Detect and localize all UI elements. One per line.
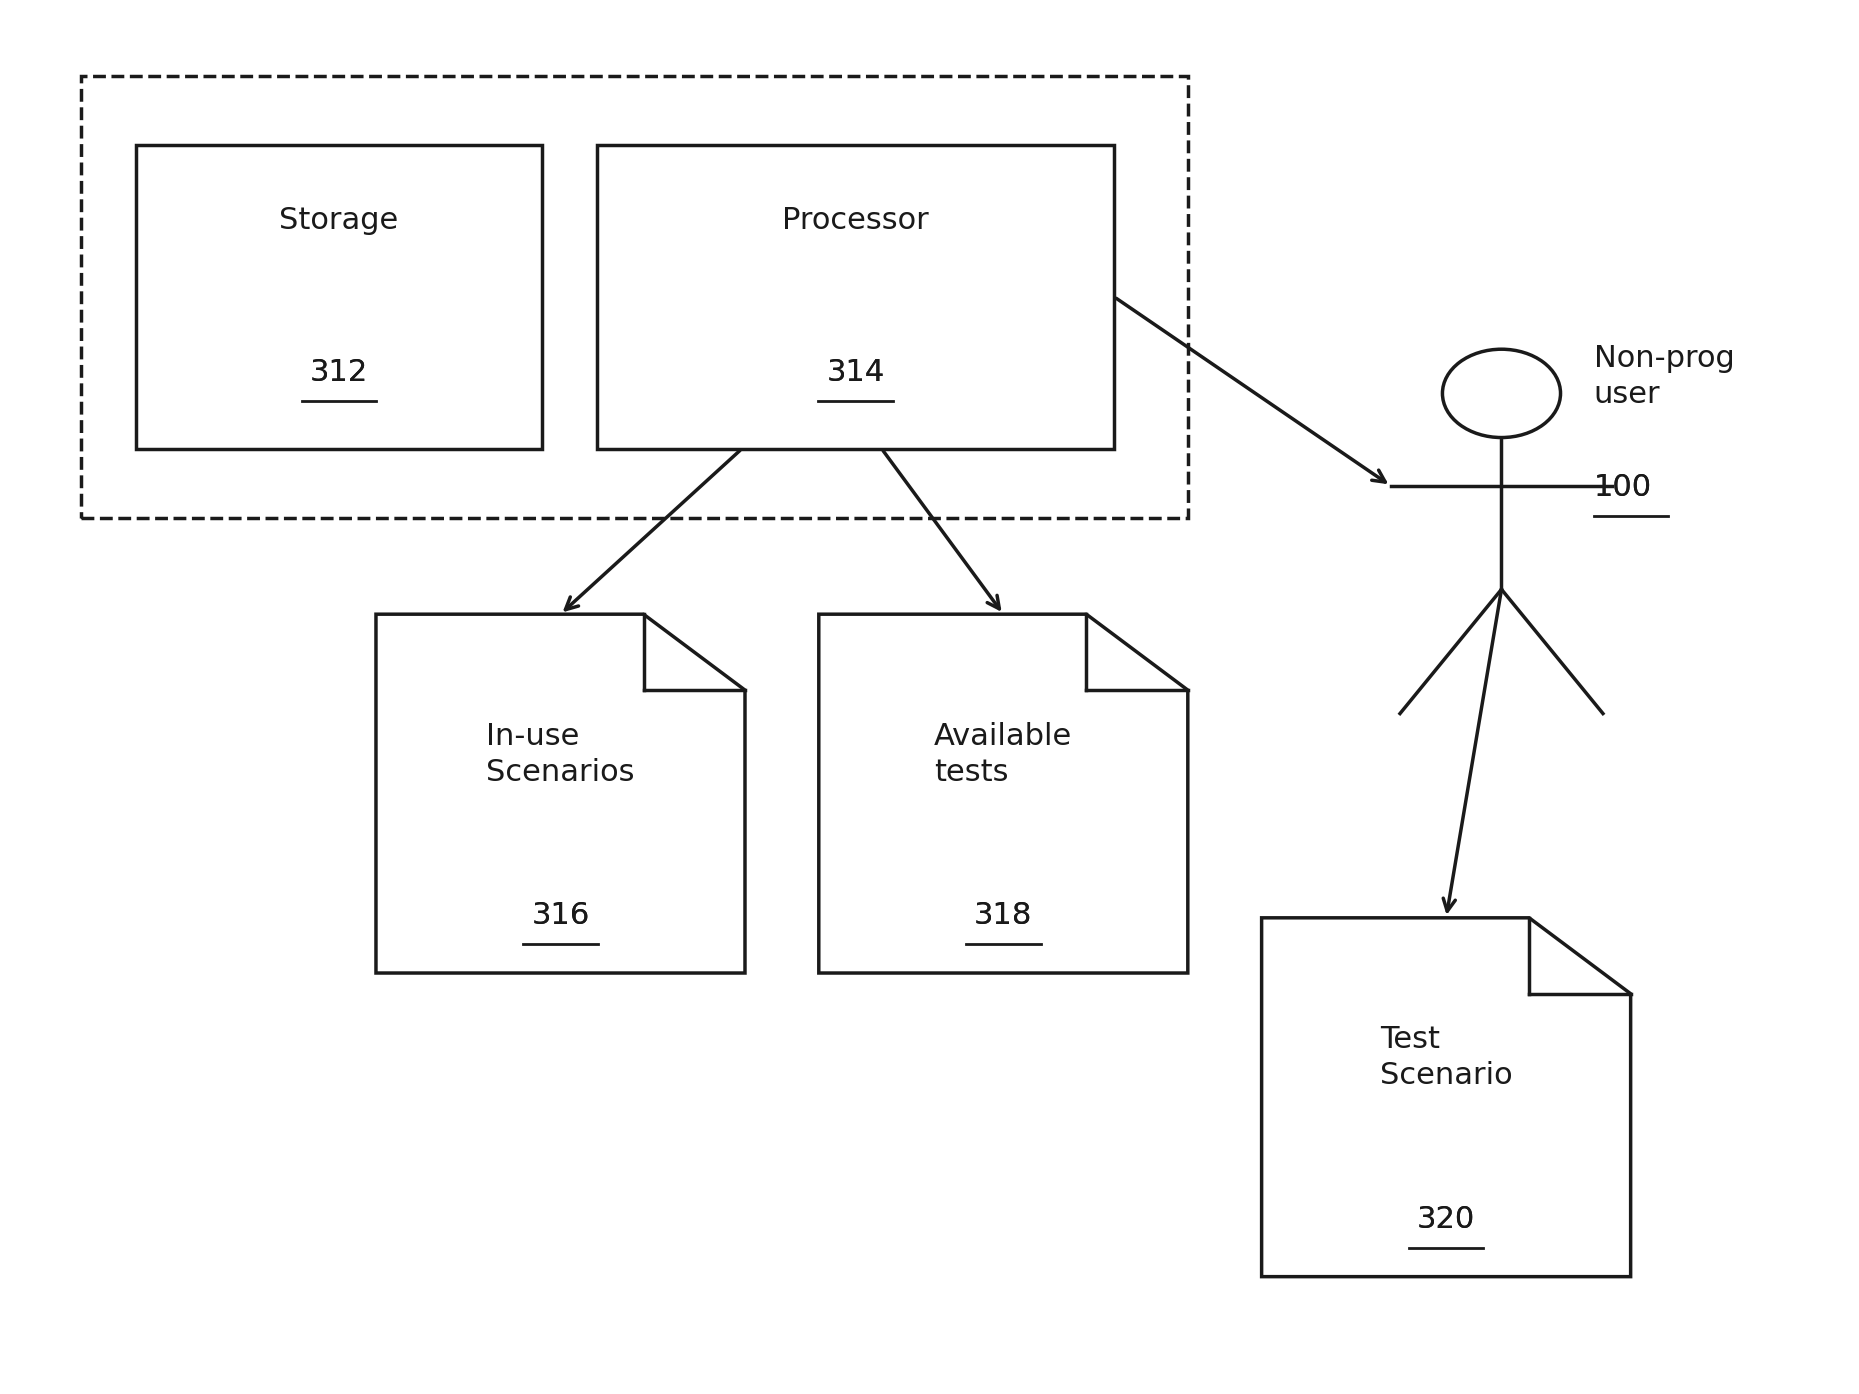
Bar: [80, 75, 1188, 517]
Text: 320: 320: [1417, 1204, 1476, 1234]
Text: 318: 318: [974, 901, 1032, 930]
Bar: [597, 145, 1114, 449]
Text: 312: 312: [310, 358, 368, 388]
Text: Processor: Processor: [783, 206, 930, 236]
Text: 314: 314: [827, 358, 885, 388]
Text: Test
Scenario: Test Scenario: [1379, 1026, 1513, 1090]
Text: In-use
Scenarios: In-use Scenarios: [487, 722, 634, 786]
Polygon shape: [1262, 917, 1630, 1277]
Text: 100: 100: [1593, 473, 1653, 502]
Text: Non-prog
user: Non-prog user: [1593, 344, 1734, 410]
Text: 318: 318: [974, 901, 1032, 930]
Text: 312: 312: [310, 358, 368, 388]
Text: Available
tests: Available tests: [935, 722, 1073, 786]
Polygon shape: [376, 615, 745, 973]
Text: 314: 314: [827, 358, 885, 388]
Text: 316: 316: [532, 901, 589, 930]
Text: Storage: Storage: [279, 206, 398, 236]
Text: 320: 320: [1417, 1204, 1476, 1234]
Bar: [136, 145, 543, 449]
Text: 316: 316: [532, 901, 589, 930]
Polygon shape: [818, 615, 1188, 973]
Text: 100: 100: [1593, 473, 1653, 502]
